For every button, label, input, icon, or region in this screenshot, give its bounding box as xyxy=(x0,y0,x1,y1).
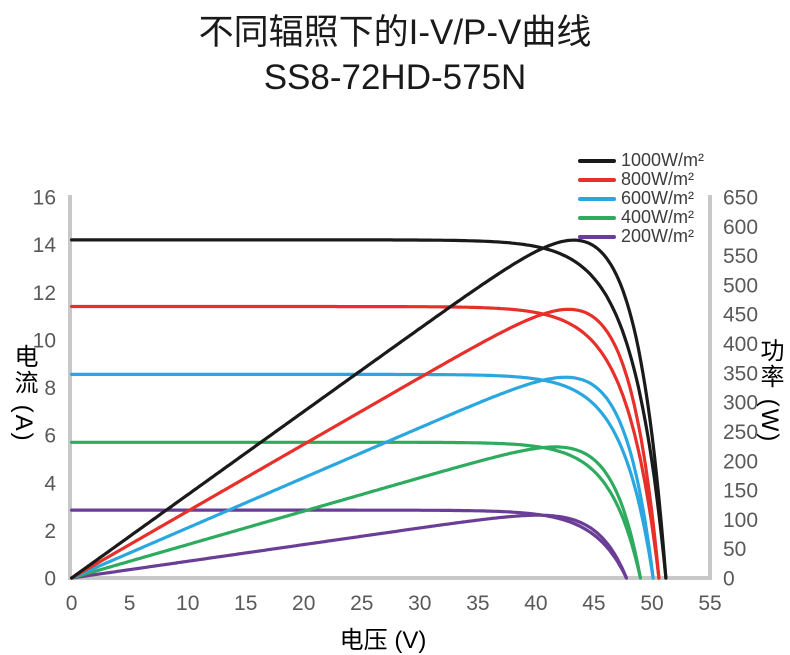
y-left-tick-label: 8 xyxy=(44,377,56,400)
y-right-tick-label: 350 xyxy=(723,362,758,385)
legend-label: 1000W/m² xyxy=(621,150,705,170)
y-right-tick-label: 300 xyxy=(723,392,758,415)
x-tick-label: 20 xyxy=(292,592,315,615)
legend-label: 800W/m² xyxy=(621,169,695,189)
chart-title-line2: SS8-72HD-575N xyxy=(263,58,527,97)
x-tick-label: 40 xyxy=(524,592,547,615)
x-tick-label: 35 xyxy=(466,592,489,615)
y-right-tick-label: 50 xyxy=(723,538,746,561)
y-right-tick-label: 400 xyxy=(723,333,758,356)
y-right-tick-label: 450 xyxy=(723,304,758,327)
pv-curve-800 xyxy=(70,307,661,580)
pv-curve-200 xyxy=(70,513,628,580)
x-tick-label: 25 xyxy=(350,592,373,615)
y-left-tick-label: 10 xyxy=(33,329,56,352)
legend-item-200: 200W/m² xyxy=(578,227,704,246)
legend-item-400: 400W/m² xyxy=(578,208,704,227)
legend-label: 400W/m² xyxy=(621,207,695,227)
legend-item-1000: 1000W/m² xyxy=(578,151,704,170)
legend: 1000W/m² 800W/m² 600W/m² 400W/m² 200W/m² xyxy=(578,151,704,246)
y-left-tick-label: 4 xyxy=(44,472,56,495)
y-right-tick-label: 650 xyxy=(723,187,758,210)
x-tick-label: 55 xyxy=(698,592,721,615)
x-tick-label: 10 xyxy=(176,592,199,615)
legend-label: 600W/m² xyxy=(621,188,695,208)
legend-swatch-line-icon xyxy=(578,177,616,182)
x-tick-label: 30 xyxy=(408,592,431,615)
y-right-tick-label: 550 xyxy=(723,245,758,268)
y-left-tick-label: 12 xyxy=(33,282,56,305)
chart-title-line1: 不同辐照下的I-V/P-V曲线 xyxy=(198,13,592,52)
y-right-tick-label: 600 xyxy=(723,216,758,239)
iv-curve-400 xyxy=(70,440,642,580)
legend-item-600: 600W/m² xyxy=(578,189,704,208)
y-right-tick-label: 100 xyxy=(723,509,758,532)
legend-item-800: 800W/m² xyxy=(578,170,704,189)
y-left-tick-label: 16 xyxy=(33,187,56,210)
iv-curve-800 xyxy=(70,304,661,580)
x-tick-label: 50 xyxy=(640,592,663,615)
y-left-tick-label: 6 xyxy=(44,425,56,448)
x-tick-label: 15 xyxy=(234,592,257,615)
y-left-axis-title: 电流 (A) xyxy=(10,344,37,443)
legend-swatch-line-icon xyxy=(578,215,616,220)
chart-title: 不同辐照下的I-V/P-V曲线 SS8-72HD-575N xyxy=(0,10,790,100)
y-right-tick-label: 250 xyxy=(723,421,758,444)
y-right-tick-label: 500 xyxy=(723,274,758,297)
legend-swatch-line-icon xyxy=(578,196,616,201)
pv-curve-400 xyxy=(70,445,642,580)
legend-label: 200W/m² xyxy=(621,226,695,246)
iv-curve-1000 xyxy=(70,238,668,580)
y-right-tick-label: 200 xyxy=(723,450,758,473)
y-right-tick-label: 150 xyxy=(723,480,758,503)
y-right-tick-label: 0 xyxy=(723,568,735,591)
x-axis-title: 电压 (V) xyxy=(339,627,427,654)
x-tick-label: 45 xyxy=(582,592,605,615)
y-left-tick-label: 14 xyxy=(33,234,57,257)
pv-curve-600 xyxy=(70,375,655,580)
y-left-tick-label: 0 xyxy=(44,568,56,591)
x-tick-label: 0 xyxy=(66,592,78,615)
y-right-axis-title: 功率 (W) xyxy=(756,338,783,444)
y-left-tick-label: 2 xyxy=(44,520,56,543)
legend-swatch-line-icon xyxy=(578,158,616,163)
legend-swatch-line-icon xyxy=(578,234,616,239)
x-tick-label: 5 xyxy=(124,592,136,615)
pv-curve-1000 xyxy=(70,238,668,580)
iv-curve-600 xyxy=(70,372,655,580)
